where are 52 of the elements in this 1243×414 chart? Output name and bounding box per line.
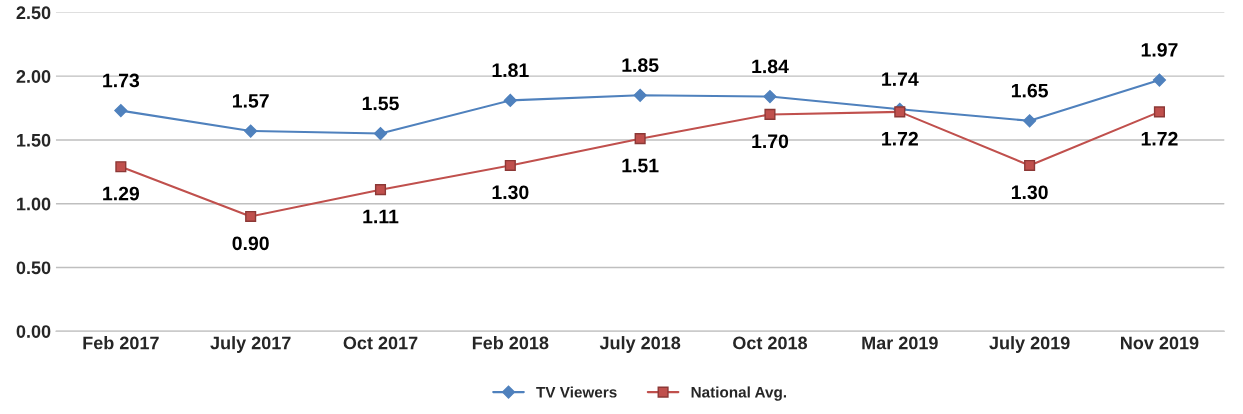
- data-label: 1.72: [1141, 131, 1178, 146]
- point: [244, 124, 258, 138]
- point: [374, 184, 387, 196]
- y-tick-label: 0.50: [16, 261, 51, 275]
- data-label: 1.65: [1011, 83, 1048, 98]
- x-tick-label: July 2018: [599, 336, 681, 353]
- point: [634, 133, 646, 145]
- point: [633, 88, 647, 102]
- point: [1153, 106, 1165, 118]
- data-label: 1.70: [752, 134, 789, 149]
- point: [504, 159, 516, 171]
- x-tick-label: Mar 2019: [862, 336, 938, 350]
- point: [115, 161, 127, 173]
- data-label: 1.57: [232, 94, 269, 108]
- point: [1023, 114, 1037, 128]
- y-tick-label: 1.00: [17, 197, 51, 211]
- data-label: 1.72: [882, 131, 918, 146]
- data-label: 1.81: [492, 63, 529, 78]
- point: [894, 106, 906, 118]
- y-tick-label: 2.50: [16, 6, 51, 20]
- data-label: 1.55: [362, 96, 399, 111]
- data-label: 1.29: [103, 186, 140, 201]
- data-label: 1.73: [103, 73, 140, 88]
- data-label: 1.51: [622, 158, 659, 173]
- y-tick-label: 0.00: [16, 325, 51, 338]
- legend-label: TV Viewers: [536, 386, 617, 398]
- x-tick-label: Feb 2018: [472, 336, 549, 350]
- point: [373, 126, 388, 141]
- x-tick-label: Nov 2019: [1121, 336, 1199, 350]
- x-tick-label: Oct 2017: [343, 336, 418, 350]
- data-label: 1.30: [492, 185, 529, 200]
- point: [1024, 159, 1036, 171]
- data-label: 1.85: [622, 58, 659, 73]
- data-label: 1.74: [882, 72, 919, 86]
- x-tick-label: Feb 2017: [83, 336, 159, 350]
- data-label: 1.11: [363, 209, 399, 224]
- data-label: 1.84: [752, 59, 789, 74]
- x-tick-label: July 2019: [989, 336, 1070, 353]
- data-label: 0.90: [232, 236, 269, 251]
- data-label: 1.97: [1141, 42, 1178, 57]
- y-tick-label: 2.00: [16, 70, 51, 83]
- point: [245, 210, 257, 222]
- point: [503, 93, 517, 107]
- point: [114, 104, 128, 118]
- point: [764, 108, 776, 120]
- point: [763, 89, 777, 104]
- point: [1152, 73, 1167, 87]
- y-tick-label: 1.50: [17, 133, 51, 147]
- legend-label: National Avg.: [691, 386, 787, 401]
- data-label: 1.30: [1011, 185, 1048, 200]
- x-tick-label: Oct 2018: [733, 336, 808, 350]
- x-tick-label: July 2017: [210, 336, 291, 353]
